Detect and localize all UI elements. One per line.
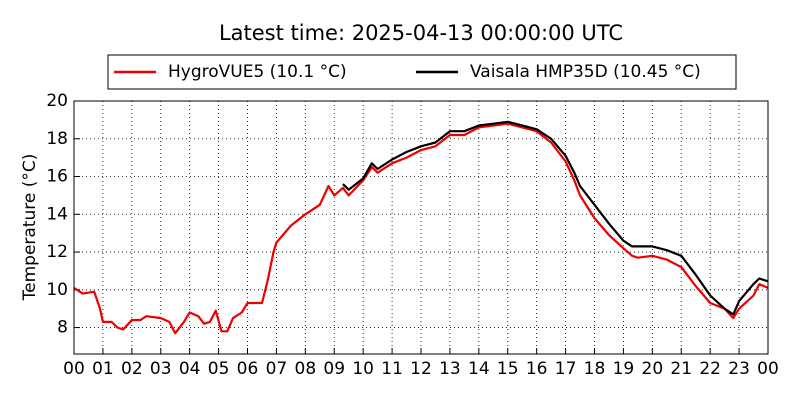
- x-tick-label: 01: [92, 359, 114, 379]
- x-tick-label: 07: [266, 359, 288, 379]
- x-tick-label: 02: [121, 359, 143, 379]
- plot-frame: [73, 100, 769, 355]
- legend-label: Vaisala HMP35D (10.45 °C): [470, 62, 701, 82]
- x-tick-label: 14: [468, 359, 490, 379]
- y-tick-label: 16: [46, 167, 68, 187]
- y-tick-label: 8: [57, 318, 68, 338]
- x-tick-label: 05: [208, 359, 230, 379]
- series-line: [342, 120, 769, 316]
- x-tick-label: 00: [757, 359, 779, 379]
- y-tick-label: 12: [46, 242, 68, 262]
- x-tick-label: 15: [497, 359, 519, 379]
- x-tick-label: 00: [63, 359, 85, 379]
- x-tick-label: 06: [237, 359, 259, 379]
- x-tick-label: 10: [352, 359, 374, 379]
- x-tick-label: 19: [613, 359, 635, 379]
- x-tick-label: 12: [410, 359, 432, 379]
- y-tick-label: 10: [46, 280, 68, 300]
- x-tick-label: 21: [670, 359, 692, 379]
- y-tick-label: 14: [46, 204, 68, 224]
- x-tick-label: 22: [699, 359, 721, 379]
- x-tick-label: 23: [728, 359, 750, 379]
- x-tick-label: 17: [555, 359, 577, 379]
- x-tick-label: 16: [526, 359, 548, 379]
- x-tick-label: 11: [381, 359, 403, 379]
- x-tick-label: 13: [439, 359, 461, 379]
- x-tick-label: 20: [642, 359, 664, 379]
- series-line: [73, 122, 769, 335]
- x-tick-label: 09: [323, 359, 345, 379]
- y-tick-label: 18: [46, 129, 68, 149]
- x-tick-label: 08: [295, 359, 317, 379]
- y-tick-label: 20: [46, 91, 68, 111]
- x-tick-label: 04: [179, 359, 201, 379]
- x-tick-label: 18: [584, 359, 606, 379]
- chart-title: Latest time: 2025-04-13 00:00:00 UTC: [219, 21, 623, 45]
- legend-label: HygroVUE5 (10.1 °C): [168, 62, 347, 82]
- x-tick-label: 03: [150, 359, 172, 379]
- y-axis-label: Temperature (°C): [20, 154, 40, 302]
